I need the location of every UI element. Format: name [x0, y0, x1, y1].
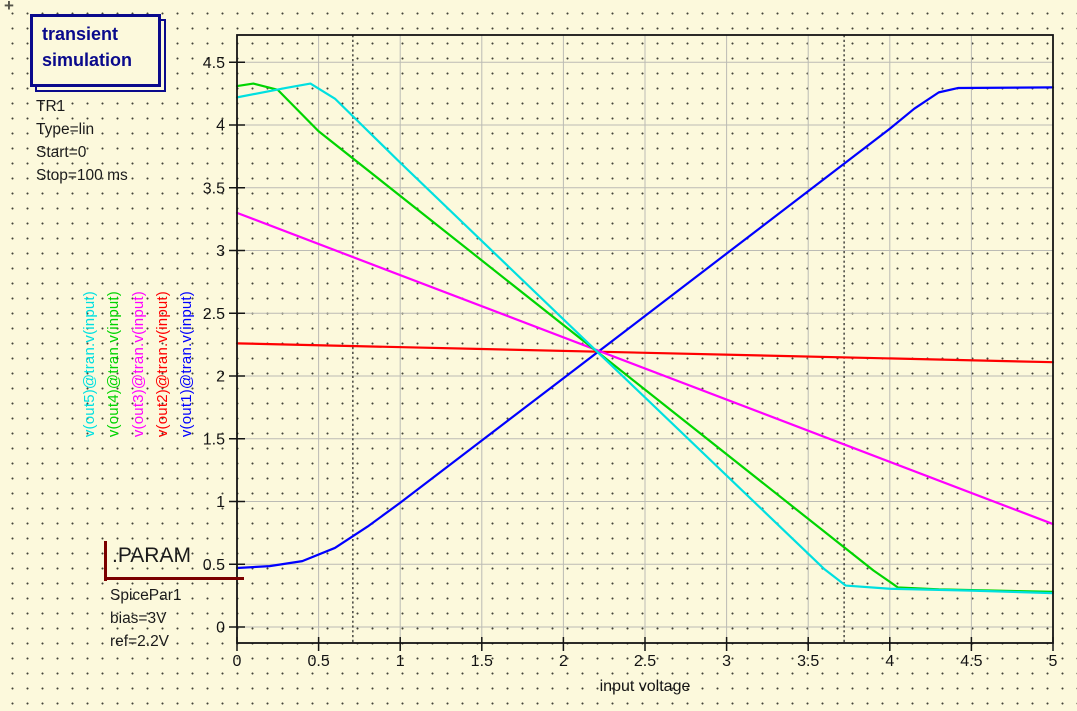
legend-label-out1[interactable]: v(out1)@tran.v(input) — [178, 290, 195, 437]
tr1-stop: Stop=100 ms — [36, 167, 128, 184]
svg-text:3: 3 — [722, 653, 731, 670]
svg-text:4: 4 — [216, 118, 225, 135]
svg-text:3.5: 3.5 — [797, 653, 819, 670]
param-decoration-horizontal — [104, 577, 244, 580]
svg-text:0.5: 0.5 — [307, 653, 329, 670]
simbox-title-line2: simulation — [42, 50, 133, 70]
svg-text:2.5: 2.5 — [634, 653, 656, 670]
svg-text:0.5: 0.5 — [203, 557, 225, 574]
svg-text:3.5: 3.5 — [203, 180, 225, 197]
tr1-type: Type=lin — [36, 121, 95, 138]
svg-text:0: 0 — [233, 653, 242, 670]
tr1-properties[interactable]: TR1 Type=lin Start=0 Stop=100 ms — [36, 95, 128, 187]
param-title: .PARAM — [112, 544, 191, 567]
legend-label-out2[interactable]: v(out2)@tran.v(input) — [154, 290, 171, 437]
param-name: SpicePar1 — [110, 587, 182, 604]
param-ref: ref=2.2V — [110, 633, 170, 650]
legend-label-out3[interactable]: v(out3)@tran.v(input) — [130, 290, 147, 437]
svg-text:1: 1 — [216, 494, 225, 511]
svg-text:2.5: 2.5 — [203, 306, 225, 323]
svg-text:4.5: 4.5 — [203, 55, 225, 72]
origin-marker: + — [4, 0, 14, 15]
svg-text:2: 2 — [216, 369, 225, 386]
legend-label-out4[interactable]: v(out4)@tran.v(input) — [105, 290, 122, 437]
svg-text:1: 1 — [396, 653, 405, 670]
svg-text:3: 3 — [216, 243, 225, 260]
simbox-title-line1: transient — [42, 24, 119, 44]
legend-label-out5[interactable]: v(out5)@tran.v(input) — [81, 290, 98, 437]
svg-text:2: 2 — [559, 653, 568, 670]
param-decoration-vertical — [104, 541, 107, 581]
svg-text:0: 0 — [216, 620, 225, 637]
tr1-start: Start=0 — [36, 144, 87, 161]
svg-text:4.5: 4.5 — [960, 653, 982, 670]
svg-text:5: 5 — [1049, 653, 1058, 670]
x-axis-label: input voltage — [600, 678, 691, 695]
param-properties: SpicePar1 bias=3V ref=2.2V — [110, 584, 182, 653]
param-bias: bias=3V — [110, 610, 167, 627]
transient-simulation-box[interactable]: transient simulation — [30, 14, 161, 87]
svg-text:1.5: 1.5 — [471, 653, 493, 670]
tr1-name: TR1 — [36, 98, 66, 115]
svg-text:4: 4 — [885, 653, 894, 670]
svg-text:1.5: 1.5 — [203, 431, 225, 448]
